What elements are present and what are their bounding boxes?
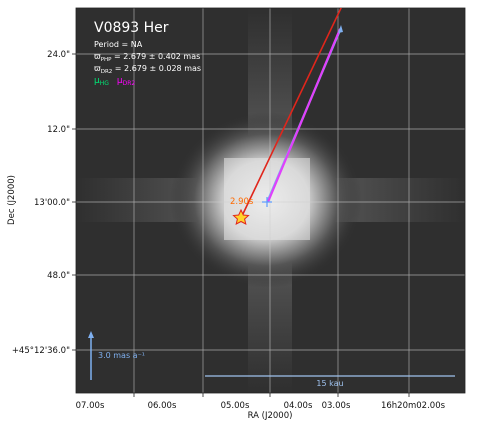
plot-frame bbox=[75, 7, 466, 394]
y-tick-label: 48.0" bbox=[47, 271, 70, 281]
grid bbox=[76, 8, 465, 393]
legend: μHG μDR2 bbox=[94, 76, 135, 87]
parallax-value: = 2.679 ± 0.028 mas bbox=[112, 64, 201, 73]
parallax-value: = 2.679 ± 0.402 mas bbox=[111, 52, 200, 61]
legend-symbol-hg: μ bbox=[94, 76, 100, 86]
star-image bbox=[76, 8, 465, 393]
x-tick-label: 03.00s bbox=[322, 401, 351, 411]
y-tick-label: +45°12'36.0" bbox=[12, 346, 70, 356]
x-tick-label: 07.00s bbox=[76, 401, 105, 411]
parallax-dr2: ϖDR2 = 2.679 ± 0.028 mas bbox=[94, 64, 201, 75]
x-tick-label: 16h20m02.00s bbox=[381, 401, 446, 411]
legend-symbol-dr2: μ bbox=[117, 76, 123, 86]
y-tick-label: 13'00.0" bbox=[34, 198, 70, 208]
magenta-vector bbox=[266, 28, 342, 203]
vector-arrowhead bbox=[338, 25, 343, 33]
x-tick-label: 04.00s bbox=[284, 401, 313, 411]
red-vector bbox=[240, 8, 342, 219]
parallax-sub: DR2 bbox=[101, 69, 113, 75]
parallax-php: ϖPHP = 2.679 ± 0.402 mas bbox=[94, 52, 200, 63]
x-tick-label: 05.00s bbox=[221, 401, 250, 411]
parallax-symbol: ϖ bbox=[94, 64, 101, 73]
cross-marker bbox=[262, 197, 272, 207]
period-text: Period = NA bbox=[94, 40, 143, 49]
x-tick-label: 06.00s bbox=[148, 401, 177, 411]
legend-sub-hg: HG bbox=[100, 80, 110, 87]
y-tick-label: 12.0" bbox=[47, 125, 70, 135]
scale-bar-label: 15 kau bbox=[316, 379, 343, 388]
star-marker bbox=[232, 208, 250, 225]
x-axis-label: RA (J2000) bbox=[248, 411, 293, 421]
legend-sub-dr2: DR2 bbox=[123, 80, 136, 87]
star-title: V0893 Her bbox=[94, 20, 169, 36]
tick-marks bbox=[72, 53, 410, 397]
scale-arrow bbox=[88, 331, 94, 380]
arrow-label: 3.0 mas a⁻¹ bbox=[98, 351, 145, 360]
parallax-sub: PHP bbox=[101, 57, 112, 63]
y-tick-label: 24.0" bbox=[47, 50, 70, 60]
y-axis-label: Dec (J2000) bbox=[7, 175, 17, 225]
parallax-symbol: ϖ bbox=[94, 52, 101, 61]
star-label: 2.90s bbox=[230, 197, 254, 207]
